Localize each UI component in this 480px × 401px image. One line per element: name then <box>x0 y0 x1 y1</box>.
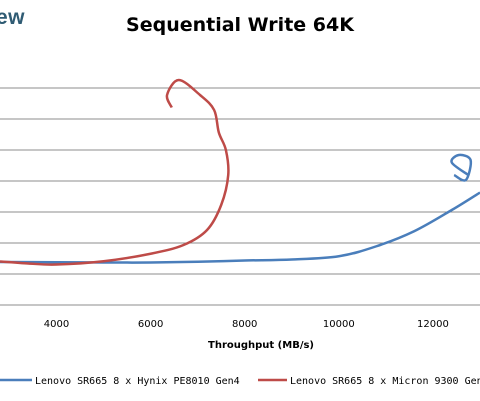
series-lines <box>0 78 480 266</box>
brand-logo-text: ew <box>0 6 26 29</box>
series-line-2 <box>0 78 230 266</box>
series-line-1-tail <box>450 153 473 182</box>
x-tick-label: 10000 <box>323 319 355 330</box>
series-line-1 <box>0 191 480 264</box>
x-tick-label: 8000 <box>232 319 257 330</box>
legend-label-2: Lenovo SR665 8 x Micron 9300 Gen3 <box>290 376 480 387</box>
legend: Lenovo SR665 8 x Hynix PE8010 Gen4 Lenovo… <box>0 376 480 387</box>
chart-title: Sequential Write 64K <box>126 14 354 36</box>
x-tick-label: 12000 <box>417 319 449 330</box>
x-axis-title: Throughput (MB/s) <box>208 340 314 351</box>
x-tick-label: 6000 <box>138 319 163 330</box>
x-tick-label: 4000 <box>44 319 69 330</box>
x-axis-ticks: 4000 6000 8000 10000 12000 <box>44 319 449 330</box>
legend-label-1: Lenovo SR665 8 x Hynix PE8010 Gen4 <box>35 376 240 387</box>
gridlines <box>0 87 480 306</box>
